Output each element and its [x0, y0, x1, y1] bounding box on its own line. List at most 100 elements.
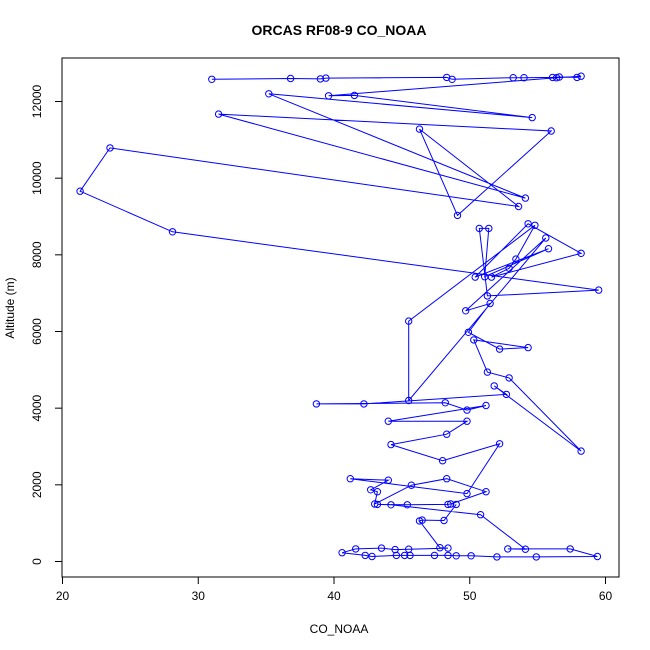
- data-point: [482, 488, 490, 496]
- data-point: [324, 92, 333, 100]
- data-point: [487, 273, 496, 281]
- data-point: [502, 390, 511, 399]
- data-point: [476, 511, 485, 519]
- data-point: [514, 202, 523, 211]
- data-point: [490, 382, 498, 390]
- x-tick-label: 20: [56, 589, 70, 603]
- data-point: [405, 545, 413, 553]
- data-point: [528, 113, 536, 122]
- data-point: [566, 545, 574, 553]
- y-tick-label: 2000: [30, 471, 44, 498]
- data-point: [471, 273, 479, 281]
- data-point: [373, 500, 382, 509]
- data-point: [552, 74, 561, 82]
- data-point: [438, 457, 447, 465]
- data-point: [384, 417, 392, 425]
- data-point: [547, 127, 555, 135]
- data-point: [265, 90, 273, 98]
- data-point: [495, 345, 504, 353]
- data-point: [512, 255, 520, 263]
- data-point: [493, 553, 501, 561]
- y-tick-label: 10000: [30, 161, 44, 195]
- data-point: [338, 549, 346, 557]
- data-point: [482, 401, 490, 410]
- data-point: [524, 343, 532, 352]
- data-point: [485, 224, 493, 233]
- data-point: [444, 500, 452, 509]
- data-point: [208, 75, 216, 84]
- data-point: [505, 264, 513, 272]
- data-point: [443, 430, 451, 438]
- data-point: [483, 368, 492, 376]
- data-point: [521, 194, 530, 202]
- data-point: [462, 307, 470, 315]
- data-point: [475, 224, 483, 233]
- data-point: [504, 545, 512, 553]
- data-point: [352, 545, 360, 553]
- data-point: [463, 417, 471, 425]
- data-point: [577, 249, 585, 258]
- data-point: [531, 221, 539, 230]
- data-point: [387, 440, 395, 449]
- data-point: [486, 299, 494, 308]
- x-tick-label: 50: [463, 589, 477, 603]
- data-point: [377, 544, 386, 552]
- y-tick-label: 0: [30, 558, 44, 565]
- data-point: [312, 400, 321, 408]
- data-point: [521, 545, 530, 553]
- y-axis: 0 2000 4000 6000 8000 10000 12000: [30, 84, 63, 565]
- y-tick-label: 6000: [30, 318, 44, 345]
- data-point: [453, 211, 462, 220]
- data-point: [495, 440, 504, 448]
- data-point: [464, 328, 473, 336]
- data-point: [448, 75, 456, 84]
- data-point: [542, 234, 550, 242]
- data-point: [452, 500, 460, 509]
- chart-title: ORCAS RF08-9 CO_NOAA: [251, 22, 426, 38]
- data-point: [447, 500, 455, 508]
- data-point: [405, 396, 413, 405]
- series-lines: [79, 75, 599, 558]
- data-point: [452, 552, 460, 560]
- data-point: [470, 336, 478, 344]
- x-axis-label: CO_NOAA: [310, 622, 369, 636]
- data-point: [373, 488, 382, 496]
- x-axis: 20 30 40 50 60: [56, 576, 612, 603]
- data-point: [168, 228, 177, 236]
- y-tick-label: 4000: [30, 394, 44, 421]
- series-points: [76, 72, 603, 561]
- data-point: [595, 286, 603, 294]
- data-point: [436, 544, 444, 552]
- data-point: [524, 220, 532, 228]
- data-point: [387, 501, 395, 509]
- data-point: [407, 481, 416, 489]
- data-point: [391, 545, 399, 554]
- data-point: [444, 551, 452, 560]
- y-axis-label: Altitude (m): [3, 277, 17, 338]
- data-point: [467, 552, 475, 560]
- data-point: [214, 110, 223, 118]
- data-point: [577, 72, 585, 80]
- data-point: [360, 400, 368, 408]
- data-point: [322, 74, 330, 82]
- data-point: [483, 292, 492, 300]
- data-point: [463, 489, 471, 498]
- data-point: [350, 91, 359, 100]
- data-point: [573, 73, 581, 82]
- data-point: [403, 501, 411, 509]
- data-point: [593, 552, 602, 561]
- data-point: [316, 75, 325, 83]
- data-point: [443, 475, 451, 483]
- data-point: [368, 552, 376, 561]
- data-point: [532, 553, 540, 561]
- data-point: [577, 447, 585, 455]
- y-tick-label: 12000: [30, 84, 44, 118]
- data-point: [106, 144, 114, 152]
- x-tick-label: 40: [327, 589, 341, 603]
- data-point: [441, 399, 449, 407]
- data-point: [367, 486, 375, 494]
- data-point: [384, 476, 392, 484]
- data-point: [509, 74, 517, 82]
- data-point: [544, 245, 553, 253]
